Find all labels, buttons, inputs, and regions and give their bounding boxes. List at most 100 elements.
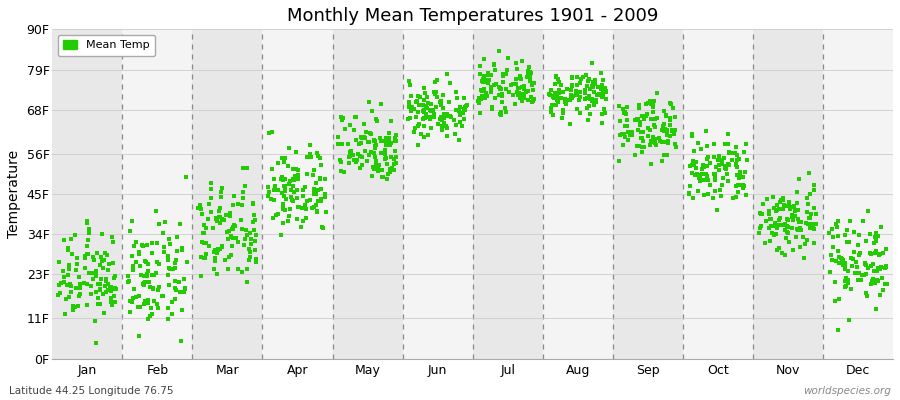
Point xyxy=(552,90,566,96)
Point xyxy=(108,299,122,305)
Point xyxy=(691,139,706,146)
Point xyxy=(419,114,434,120)
Point xyxy=(687,148,701,154)
Point xyxy=(800,221,814,228)
Point xyxy=(428,104,443,111)
Point xyxy=(367,143,382,150)
Point xyxy=(511,92,526,99)
Point xyxy=(60,246,75,253)
Point xyxy=(274,174,289,181)
Point xyxy=(627,117,642,123)
Point xyxy=(692,172,706,178)
Point xyxy=(846,228,860,235)
Point xyxy=(850,264,864,270)
Point xyxy=(569,91,583,98)
Point xyxy=(806,226,821,232)
Point xyxy=(787,247,801,253)
Point xyxy=(246,200,260,206)
Point xyxy=(580,83,594,89)
Point xyxy=(650,115,664,122)
Point xyxy=(213,214,228,220)
Point xyxy=(780,216,795,222)
Point xyxy=(146,285,160,291)
Point xyxy=(834,255,849,261)
Point xyxy=(872,252,886,258)
Point xyxy=(428,79,442,85)
Point xyxy=(721,141,735,148)
Point xyxy=(515,97,529,103)
Point xyxy=(852,252,867,258)
Point xyxy=(127,242,141,249)
Point xyxy=(126,295,140,301)
Point xyxy=(235,202,249,208)
Point xyxy=(418,112,433,118)
Point xyxy=(448,122,463,128)
Text: worldspecies.org: worldspecies.org xyxy=(803,386,891,396)
Point xyxy=(595,120,609,126)
Point xyxy=(654,158,669,165)
Point xyxy=(806,205,821,211)
Point xyxy=(80,220,94,226)
Point xyxy=(437,120,452,126)
Point xyxy=(558,98,572,105)
Point xyxy=(214,216,229,222)
Point xyxy=(169,257,184,263)
Point xyxy=(226,202,240,208)
Point xyxy=(474,92,489,99)
Point xyxy=(333,167,347,174)
Point xyxy=(61,245,76,251)
Point xyxy=(62,294,77,300)
Point xyxy=(379,135,393,141)
Point xyxy=(724,157,739,163)
Point xyxy=(685,131,699,137)
Point xyxy=(500,66,514,73)
Point xyxy=(291,176,305,182)
Point xyxy=(206,266,220,272)
Point xyxy=(599,96,614,102)
Point xyxy=(525,82,539,88)
Point xyxy=(494,91,508,97)
Point xyxy=(554,95,568,101)
Point xyxy=(729,183,743,190)
Point xyxy=(863,250,878,256)
Point xyxy=(825,226,840,232)
Point xyxy=(657,152,671,158)
Point xyxy=(212,220,227,226)
Point xyxy=(104,234,119,240)
Point xyxy=(693,174,707,180)
Point xyxy=(145,311,159,317)
Point xyxy=(729,156,743,163)
Point xyxy=(558,96,572,102)
Point xyxy=(356,135,370,142)
Point xyxy=(551,99,565,106)
Point xyxy=(588,81,602,88)
Point xyxy=(518,83,532,89)
Point xyxy=(196,255,211,262)
Point xyxy=(388,148,402,154)
Point xyxy=(828,278,842,285)
Point xyxy=(382,169,397,175)
Point xyxy=(616,106,630,112)
Point xyxy=(85,270,99,276)
Point xyxy=(781,203,796,209)
Point xyxy=(868,230,883,236)
Point xyxy=(354,140,368,146)
Point xyxy=(635,144,650,150)
Point xyxy=(483,89,498,95)
Point xyxy=(381,137,395,143)
Point xyxy=(728,194,742,200)
Point xyxy=(161,282,176,288)
Point xyxy=(648,116,662,122)
Point xyxy=(372,162,386,169)
Point xyxy=(494,86,508,92)
Point xyxy=(664,101,679,108)
Point xyxy=(644,142,658,148)
Point xyxy=(105,238,120,245)
Point xyxy=(487,61,501,68)
Point xyxy=(684,132,698,139)
Point xyxy=(94,257,109,264)
Point xyxy=(874,224,888,230)
Point xyxy=(580,95,595,101)
Point xyxy=(870,265,885,271)
Point xyxy=(736,148,751,155)
